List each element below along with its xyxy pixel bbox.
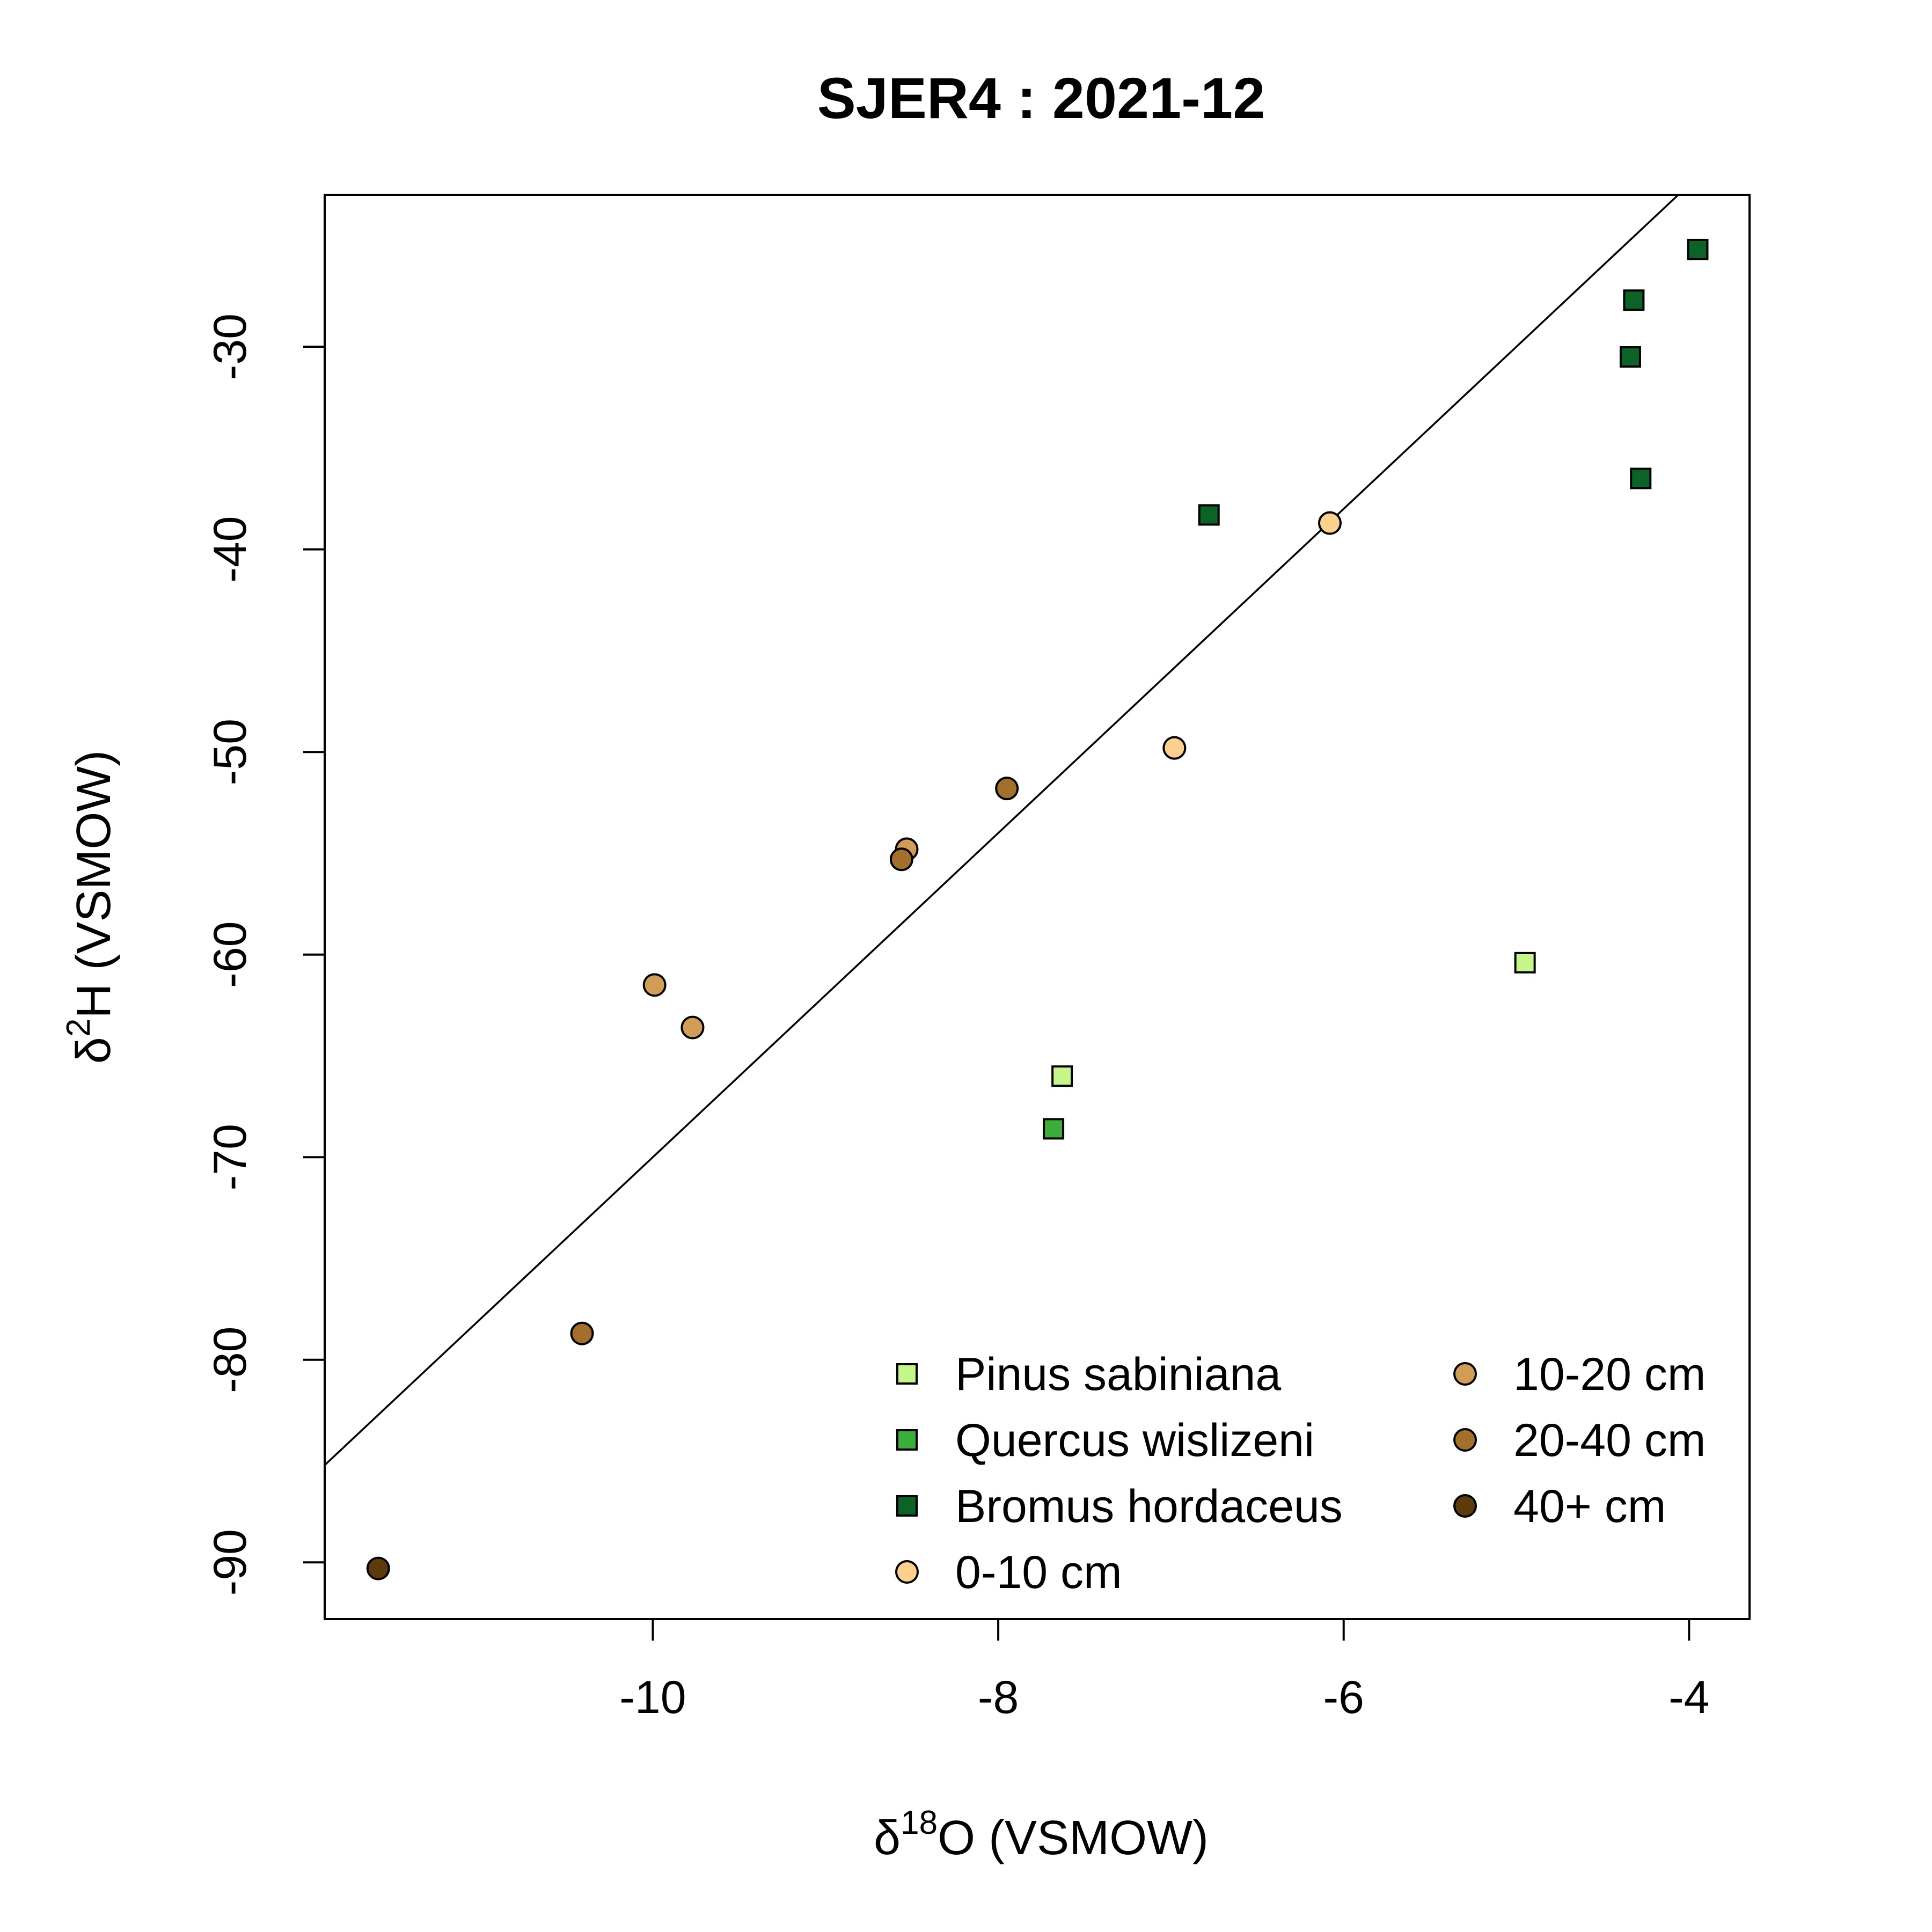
legend-marker xyxy=(896,1363,918,1385)
legend-label: 0-10 cm xyxy=(955,1547,1122,1598)
y-tick-label: -50 xyxy=(204,719,256,785)
y-tick-label: -60 xyxy=(204,921,256,988)
x-axis: -10 -8 -6 -4 xyxy=(619,1619,1710,1723)
legend-marker xyxy=(895,1560,919,1584)
y-tick-label: -70 xyxy=(204,1124,256,1190)
reference-line-group xyxy=(324,194,1679,1466)
data-point xyxy=(680,1015,705,1040)
data-point xyxy=(1687,238,1709,260)
data-point xyxy=(1162,736,1187,760)
y-axis: -90 -80 -70 -60 -50 -40 -30 xyxy=(204,313,325,1596)
legend-label: 40+ cm xyxy=(1513,1481,1666,1532)
data-point xyxy=(1630,467,1652,489)
data-point xyxy=(1051,1065,1073,1087)
data-point xyxy=(1623,289,1645,311)
data-point xyxy=(1043,1118,1065,1140)
reference-line xyxy=(324,194,1679,1466)
data-point xyxy=(995,777,1019,801)
data-point xyxy=(1619,346,1641,368)
legend-marker xyxy=(1453,1362,1477,1386)
x-axis-label: δ18O (VSMOW) xyxy=(874,1804,1209,1865)
plot-frame xyxy=(324,194,1751,1620)
x-tick-label: -4 xyxy=(1668,1672,1709,1723)
legend: Pinus sabiniana Quercus wislizeni Bromus h… xyxy=(895,1349,1706,1598)
legend-label: 10-20 cm xyxy=(1513,1349,1706,1400)
legend-label: 20-40 cm xyxy=(1513,1415,1706,1466)
x-tick-label: -8 xyxy=(978,1672,1019,1723)
data-point xyxy=(1318,511,1342,535)
data-point xyxy=(1514,952,1536,974)
legend-marker xyxy=(1453,1494,1477,1518)
chart-title: SJER4 : 2021-12 xyxy=(817,65,1265,130)
data-point xyxy=(570,1321,594,1345)
data-point xyxy=(889,847,913,872)
y-tick-label: -40 xyxy=(204,516,256,583)
y-tick-label: -30 xyxy=(204,313,256,380)
legend-label: Bromus hordaceus xyxy=(955,1481,1343,1532)
legend-label: Pinus sabiniana xyxy=(955,1349,1281,1400)
data-points xyxy=(366,238,1709,1580)
legend-marker xyxy=(896,1429,918,1451)
data-point xyxy=(642,973,667,997)
y-axis-label: δ2H (VSMOW) xyxy=(60,750,121,1064)
x-tick-label: -10 xyxy=(619,1672,686,1723)
legend-label: Quercus wislizeni xyxy=(955,1415,1314,1466)
legend-marker xyxy=(1453,1428,1477,1452)
data-point xyxy=(1198,504,1220,526)
y-tick-label: -90 xyxy=(204,1529,256,1596)
legend-marker xyxy=(896,1495,918,1517)
x-tick-label: -6 xyxy=(1323,1672,1364,1723)
y-tick-label: -80 xyxy=(204,1327,256,1393)
data-point xyxy=(366,1556,390,1580)
